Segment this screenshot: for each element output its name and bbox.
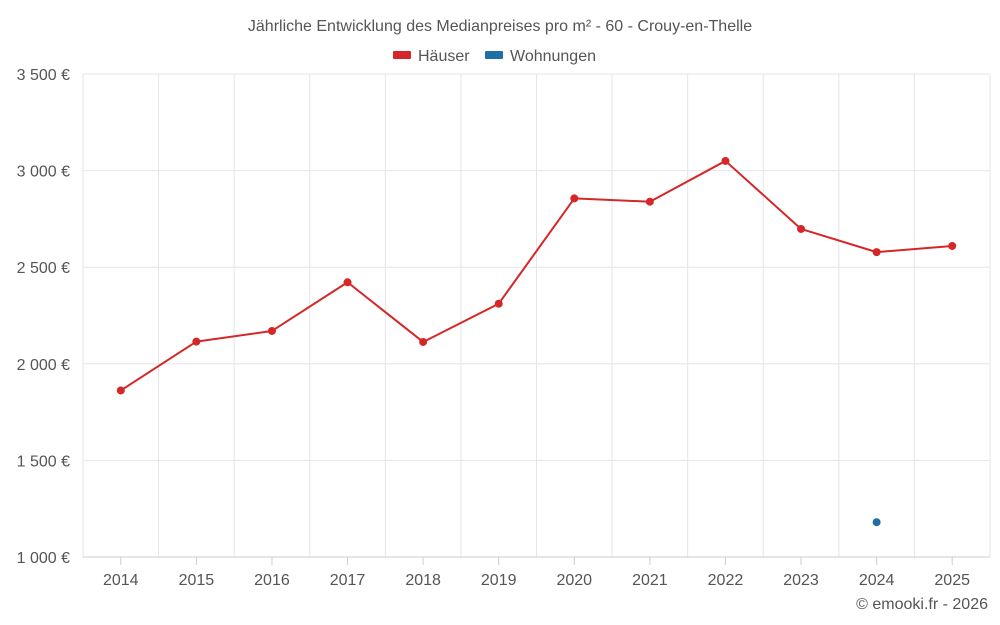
x-tick-label: 2024: [859, 572, 895, 589]
legend-label-hauser[interactable]: Häuser: [418, 48, 470, 65]
series-lines: [120, 159, 953, 392]
data-point-hauser[interactable]: [192, 337, 201, 346]
x-gridlines: [82, 74, 991, 558]
x-tick-label: 2023: [783, 572, 819, 589]
y-tick-label: 3 000 €: [17, 164, 70, 181]
data-point-hauser[interactable]: [494, 299, 503, 308]
legend-swatch-wohnungen[interactable]: [485, 51, 503, 59]
data-point-hauser[interactable]: [872, 248, 881, 257]
series-line-hauser: [120, 159, 953, 392]
x-tick-label: 2020: [556, 572, 592, 589]
data-point-wohnungen[interactable]: [872, 518, 881, 527]
data-point-hauser[interactable]: [116, 386, 125, 395]
x-tick-label: 2016: [254, 572, 290, 589]
chart-title: Jährliche Entwicklung des Medianpreises …: [248, 18, 752, 35]
x-tick-label: 2019: [481, 572, 517, 589]
x-axis: 2014 2015 2016 2017 2018 2019 2020 2021 2022 2023…: [103, 557, 970, 589]
legend-swatch-hauser[interactable]: [393, 51, 411, 59]
x-tick-label: 2018: [405, 572, 441, 589]
data-point-hauser[interactable]: [721, 156, 730, 165]
legend-label-wohnungen[interactable]: Wohnungen: [510, 48, 596, 65]
x-tick-label: 2015: [179, 572, 215, 589]
series-points: [116, 156, 957, 527]
y-tick-label: 1 000 €: [17, 550, 70, 567]
x-tick-label: 2025: [934, 572, 970, 589]
y-tick-label: 1 500 €: [17, 453, 70, 470]
x-tick-label: 2014: [103, 572, 139, 589]
data-point-hauser[interactable]: [343, 278, 352, 287]
x-tick-label: 2017: [330, 572, 366, 589]
data-point-hauser[interactable]: [797, 224, 806, 233]
data-point-hauser[interactable]: [645, 197, 654, 206]
data-point-hauser[interactable]: [419, 337, 428, 346]
data-point-hauser[interactable]: [570, 194, 579, 203]
data-point-hauser[interactable]: [267, 326, 276, 335]
y-tick-label: 3 500 €: [17, 67, 70, 84]
x-tick-label: 2021: [632, 572, 668, 589]
data-point-hauser[interactable]: [948, 241, 957, 250]
x-tick-label: 2022: [708, 572, 744, 589]
y-tick-label: 2 000 €: [17, 357, 70, 374]
y-tick-label: 2 500 €: [17, 260, 70, 277]
credit-text: © emooki.fr - 2026: [856, 596, 988, 613]
legend: Häuser Wohnungen: [393, 48, 596, 65]
y-axis: 1 000 € 1 500 € 2 000 € 2 500 € 3 000 € 3 500…: [17, 67, 70, 567]
